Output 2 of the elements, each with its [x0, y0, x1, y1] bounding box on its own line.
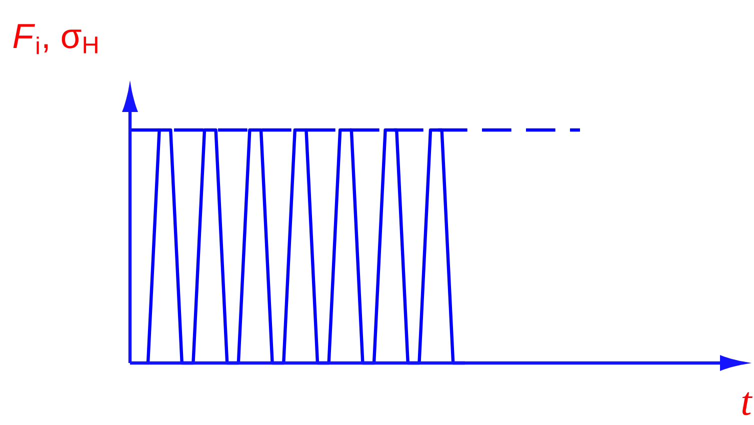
- y-axis-title: F$_{i}$, σ$_{H}$: [13, 24, 98, 54]
- text: t: [742, 392, 753, 416]
